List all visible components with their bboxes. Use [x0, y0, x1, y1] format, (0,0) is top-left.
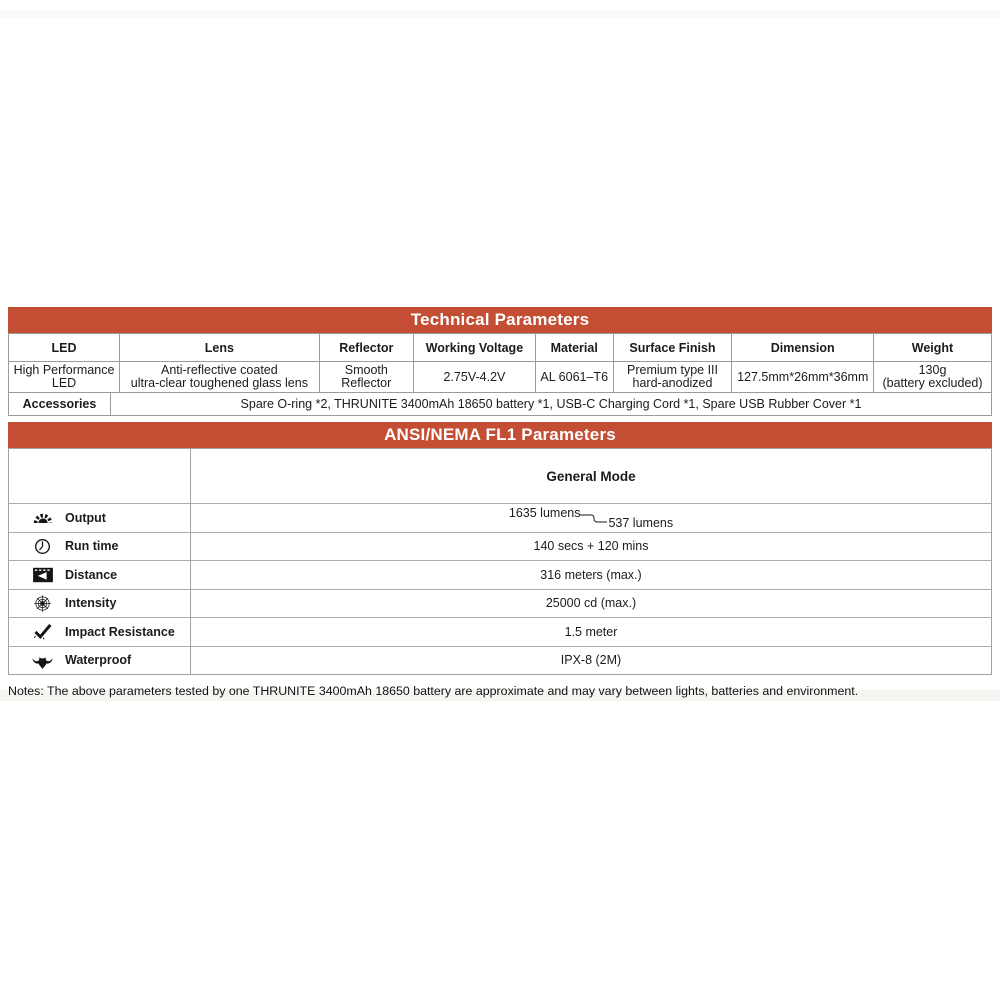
- cell-line: Anti-reflective coated: [160, 363, 278, 377]
- fl1-row-waterproof-label: Waterproof: [9, 645, 191, 674]
- runtime-value: 140 secs + 120 mins: [191, 531, 991, 561]
- column-header-led: LED: [7, 333, 121, 362]
- cell-reflector: Smooth Reflector: [318, 361, 414, 393]
- distance-value: 316 meters (max.): [191, 560, 991, 589]
- cell-led: High Performance LED: [7, 361, 121, 393]
- fl1-label-text: Intensity: [65, 596, 117, 611]
- fl1-parameters-title-bar: ANSI/NEMA FL1 Parameters: [8, 422, 992, 448]
- fl1-row-output-label: Output: [9, 503, 191, 532]
- output-value: 1635 lumens 537 lumens: [191, 503, 991, 532]
- fl1-row-runtime-label: Run time: [9, 531, 191, 560]
- impact-resistance-icon: [29, 621, 56, 642]
- cell-line: hard-anodized: [632, 376, 713, 390]
- waterproof-icon: [29, 651, 56, 670]
- tech-table: LED Lens Reflector Working Voltage Mater…: [7, 333, 992, 393]
- fl1-table: General Mode Output 1635 lumens 537 lume…: [8, 448, 992, 675]
- cell-line: Reflector: [341, 376, 392, 390]
- cell-line: Smooth: [344, 363, 388, 377]
- accessories-label: Accessories: [9, 393, 111, 415]
- column-header-lens: Lens: [119, 333, 320, 362]
- technical-parameters-title-bar: Technical Parameters: [8, 307, 992, 333]
- cell-material: AL 6061–T6: [534, 361, 614, 393]
- scan-artifact-band-top: [0, 10, 1000, 18]
- cell-line: AL 6061–T6: [540, 369, 609, 384]
- cell-working-voltage: 2.75V-4.2V: [412, 361, 536, 393]
- fl1-row-distance-label: Distance: [9, 560, 191, 589]
- output-high-value: 1635 lumens: [508, 506, 581, 520]
- cell-surface-finish: Premium type III hard-anodized: [612, 361, 733, 393]
- fl1-row-impact-label: Impact Resistance: [9, 617, 191, 646]
- output-low-value: 537 lumens: [608, 516, 674, 530]
- section-title: Technical Parameters: [410, 310, 590, 329]
- cell-line: 2.75V-4.2V: [443, 369, 506, 384]
- tech-value-row: High Performance LED Anti-reflective coa…: [7, 361, 992, 393]
- scan-artifact-band-bottom: [0, 690, 1000, 701]
- column-header-reflector: Reflector: [318, 333, 414, 362]
- cell-line: ultra-clear toughened glass lens: [130, 376, 308, 390]
- impact-resistance-value: 1.5 meter: [191, 617, 991, 646]
- cell-lens: Anti-reflective coated ultra-clear tough…: [119, 361, 320, 393]
- accessories-row: Accessories Spare O-ring *2, THRUNITE 34…: [8, 393, 992, 416]
- fl1-row-intensity-label: Intensity: [9, 588, 191, 617]
- general-mode-header: General Mode: [546, 468, 636, 484]
- clock-icon: [29, 537, 56, 556]
- accessories-value: Spare O-ring *2, THRUNITE 3400mAh 18650 …: [240, 397, 862, 411]
- section-title: ANSI/NEMA FL1 Parameters: [384, 425, 616, 444]
- column-header-working-voltage: Working Voltage: [412, 333, 536, 362]
- distance-icon: [29, 566, 56, 584]
- fl1-header-blank-cell: [9, 449, 191, 503]
- cell-line: (battery excluded): [882, 376, 983, 390]
- fl1-label-text: Output: [65, 510, 106, 525]
- cell-line: 130g: [918, 363, 947, 377]
- fl1-label-text: Impact Resistance: [65, 624, 175, 639]
- intensity-value: 25000 cd (max.): [191, 588, 991, 618]
- output-icon: [29, 510, 56, 525]
- notes-text: Notes: The above parameters tested by on…: [8, 684, 859, 698]
- column-header-dimension: Dimension: [731, 333, 875, 362]
- cell-line: Premium type III: [627, 363, 718, 377]
- tech-header-row: LED Lens Reflector Working Voltage Mater…: [7, 333, 992, 362]
- cell-dimension: 127.5mm*26mm*36mm: [731, 361, 875, 393]
- connector-line: [580, 514, 608, 523]
- fl1-label-text: Run time: [65, 539, 119, 554]
- waterproof-value: IPX-8 (2M): [191, 645, 991, 675]
- column-header-surface-finish: Surface Finish: [612, 333, 733, 362]
- fl1-label-text: Waterproof: [65, 653, 132, 668]
- column-header-weight: Weight: [873, 333, 992, 362]
- fl1-label-text: Distance: [65, 567, 118, 582]
- cell-weight: 130g (battery excluded): [873, 361, 992, 393]
- cell-line: 127.5mm*26mm*36mm: [737, 369, 869, 384]
- intensity-icon: [29, 594, 56, 613]
- cell-line: High Performance: [13, 363, 115, 377]
- spec-sheet: Technical Parameters LED Lens Reflector …: [7, 307, 992, 698]
- cell-line: LED: [51, 376, 77, 390]
- column-header-material: Material: [534, 333, 614, 362]
